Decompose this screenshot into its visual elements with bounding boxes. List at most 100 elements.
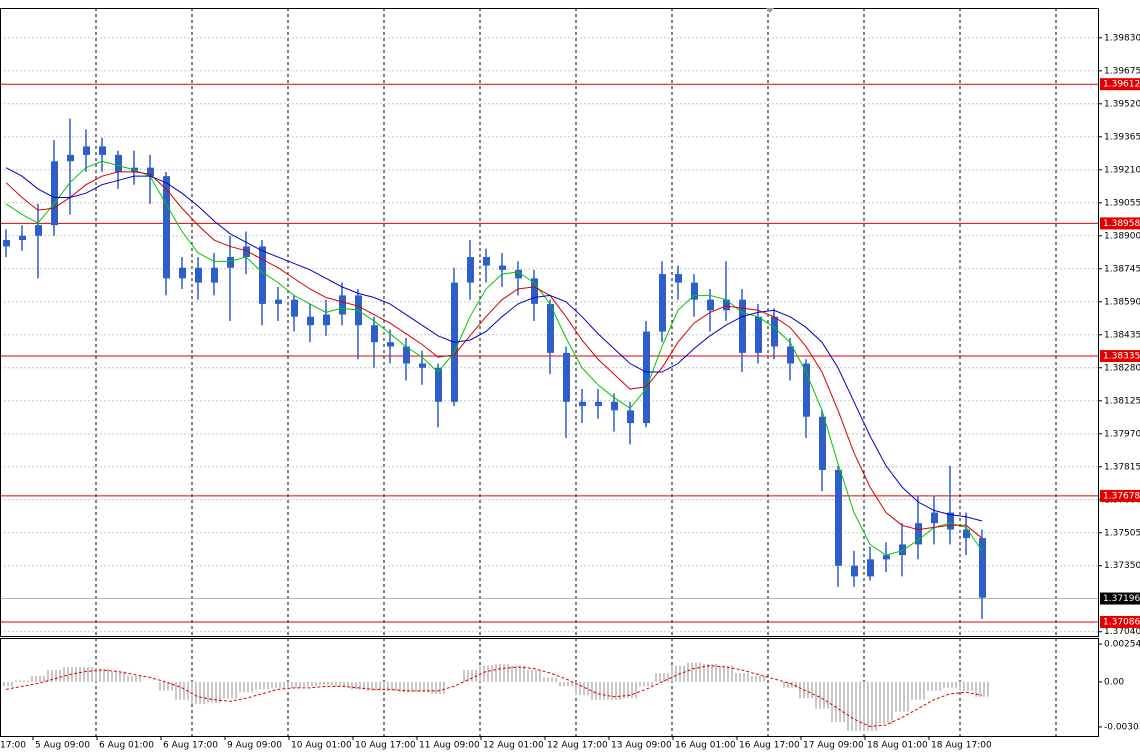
main-window-frame <box>0 8 1099 637</box>
candle-body <box>115 154 122 172</box>
candle-body <box>483 257 490 266</box>
plot-layer <box>0 83 1098 731</box>
candle-body <box>243 246 250 258</box>
x-tick-label: 5 Aug 09:00 <box>35 741 90 751</box>
candle-body <box>51 161 58 226</box>
candle-body <box>259 246 266 304</box>
candle-body <box>435 367 442 402</box>
candle-body <box>83 146 90 155</box>
indicator-y-tick-label: 0.00 <box>1104 677 1124 687</box>
level-label-box <box>1100 350 1140 363</box>
candle-body <box>67 154 74 162</box>
x-tick-label: 13 Aug 09:00 <box>611 741 672 751</box>
candle-body <box>835 469 842 566</box>
candle-body <box>275 299 282 304</box>
level-label: 1.37678 <box>1103 491 1140 501</box>
y-tick-label: 1.39520 <box>1104 99 1140 109</box>
shift-marker <box>766 8 774 13</box>
candle-body <box>771 316 778 347</box>
x-tick-label: 11 Aug 09:00 <box>419 741 480 751</box>
candle-body <box>627 410 634 424</box>
candle-body <box>979 538 986 598</box>
x-tick-label: 6 Aug 17:00 <box>163 741 218 751</box>
candle-body <box>931 512 938 524</box>
candle-body <box>867 559 874 577</box>
moving-average <box>5 171 983 539</box>
y-tick-label: 1.38745 <box>1104 264 1140 274</box>
candle-body <box>531 278 538 304</box>
candle-body <box>403 346 410 364</box>
candle-body <box>371 325 378 343</box>
candle-body <box>563 352 570 402</box>
candle-body <box>819 416 826 470</box>
candle-body <box>515 269 522 279</box>
x-tick-label: 18 Aug 01:00 <box>867 741 928 751</box>
candle-body <box>595 401 602 407</box>
y-tick-label: 1.39675 <box>1104 66 1140 76</box>
level-label: 1.39612 <box>1103 80 1140 90</box>
x-tick-label: 17:00 <box>0 741 26 751</box>
moving-average <box>5 167 983 522</box>
candle-body <box>547 303 554 353</box>
x-tick-label: 12 Aug 01:00 <box>483 741 544 751</box>
candle-body <box>947 512 954 530</box>
candle-body <box>803 363 810 417</box>
x-tick-label: 16 Aug 01:00 <box>675 741 736 751</box>
candle-body <box>643 331 650 424</box>
y-tick-label: 1.38280 <box>1104 363 1140 373</box>
candle-body <box>611 401 618 411</box>
candle-body <box>35 225 42 236</box>
x-tick-label: 9 Aug 09:00 <box>227 741 282 751</box>
x-tick-label: 10 Aug 01:00 <box>291 741 352 751</box>
macd-signal <box>5 665 983 728</box>
x-tick-label: 18 Aug 17:00 <box>931 741 992 751</box>
candle-body <box>307 316 314 326</box>
candle-body <box>755 316 762 353</box>
candle-body <box>323 314 330 326</box>
y-tick-label: 1.39055 <box>1104 198 1140 208</box>
candle-body <box>467 257 474 283</box>
candle-body <box>499 265 506 270</box>
candle-body <box>211 267 218 283</box>
candle-body <box>787 346 794 364</box>
candle-body <box>99 146 106 155</box>
candle-body <box>723 299 730 311</box>
candle-body <box>899 544 906 556</box>
y-tick-label: 1.39365 <box>1104 132 1140 142</box>
candle-body <box>675 274 682 283</box>
level-label: 1.37086 <box>1103 617 1140 627</box>
moving-average <box>5 160 983 556</box>
y-tick-label: 1.38125 <box>1104 396 1140 406</box>
y-tick-label: 1.37815 <box>1104 462 1140 472</box>
candle-body <box>195 267 202 283</box>
candle-body <box>707 299 714 311</box>
y-tick-label: 1.39830 <box>1104 33 1140 43</box>
y-tick-label: 1.38900 <box>1104 231 1140 241</box>
y-tick-label: 1.37505 <box>1104 528 1140 538</box>
x-tick-label: 16 Aug 17:00 <box>739 741 800 751</box>
candle-body <box>3 240 10 247</box>
candle-body <box>291 299 298 317</box>
candle-body <box>691 282 698 300</box>
candle-body <box>963 529 970 539</box>
level-label: 1.38958 <box>1103 219 1140 229</box>
indicator-window-frame <box>0 638 1099 737</box>
candle-body <box>659 274 666 332</box>
candle-body <box>339 295 346 315</box>
level-label-box <box>1100 489 1140 502</box>
current-price-label: 1.37196 <box>1103 594 1140 604</box>
candle-body <box>19 235 26 241</box>
level-label: 1.38335 <box>1103 352 1140 362</box>
candle-body <box>227 257 234 268</box>
candle-body <box>387 342 394 347</box>
level-label-box <box>1100 615 1140 628</box>
candle-body <box>163 176 170 279</box>
candle-body <box>419 363 426 368</box>
x-tick-label: 10 Aug 17:00 <box>355 741 416 751</box>
indicator-y-tick-label: -0.00303 <box>1104 722 1140 732</box>
level-label-box <box>1100 217 1140 230</box>
current-price-box <box>1100 592 1140 605</box>
candle-body <box>851 565 858 577</box>
grid-layer <box>0 8 1098 736</box>
indicator-y-tick-label: 0.002543 <box>1104 640 1140 650</box>
